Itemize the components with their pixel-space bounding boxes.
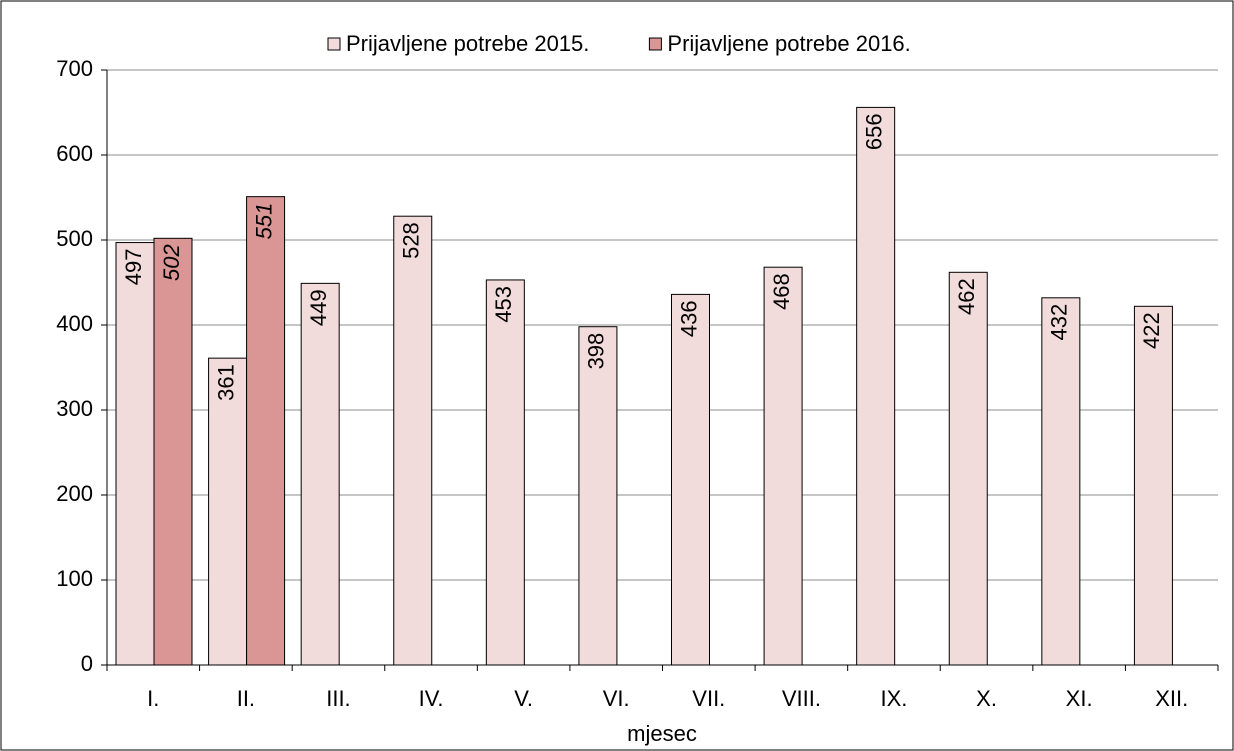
bar (948, 271, 988, 666)
legend-swatch (648, 37, 662, 51)
bar (485, 279, 525, 666)
bar (246, 196, 286, 666)
x-axis-title: mjesec (627, 721, 697, 746)
x-tick-label: IX. (881, 686, 908, 711)
y-tick-label: 700 (56, 56, 93, 81)
bar (578, 326, 618, 666)
bar (1133, 305, 1173, 666)
x-tick-label: XI. (1066, 686, 1093, 711)
x-tick-label: I. (147, 686, 159, 711)
x-tick-label: III. (326, 686, 350, 711)
x-tick-label: V. (514, 686, 533, 711)
legend-swatch (327, 37, 341, 51)
y-tick-label: 500 (56, 226, 93, 251)
y-tick-label: 0 (81, 651, 93, 676)
y-tick-label: 100 (56, 566, 93, 591)
bar (208, 357, 248, 666)
x-tick-label: VII. (692, 686, 725, 711)
x-tick-label: II. (237, 686, 255, 711)
bar (300, 282, 340, 666)
x-tick-label: VI. (603, 686, 630, 711)
data-label: 436 (676, 300, 701, 337)
legend-label: Prijavljene potrebe 2015. (346, 31, 589, 56)
x-tick-label: IV. (419, 686, 444, 711)
bar (153, 237, 193, 666)
bar (1041, 297, 1081, 666)
bar (393, 215, 433, 666)
bar (115, 242, 155, 666)
y-tick-label: 200 (56, 481, 93, 506)
data-label: 449 (306, 289, 331, 326)
data-label: 432 (1047, 304, 1072, 341)
bar (671, 293, 710, 666)
data-label: 656 (861, 113, 886, 150)
y-tick-label: 400 (56, 311, 93, 336)
bar (856, 106, 896, 666)
data-label: 422 (1139, 312, 1164, 349)
data-label: 462 (954, 278, 979, 315)
y-tick-label: 300 (56, 396, 93, 421)
data-label: 502 (159, 244, 184, 281)
data-label: 528 (399, 222, 424, 259)
x-tick-label: X. (976, 686, 997, 711)
y-tick-label: 600 (56, 141, 93, 166)
x-tick-label: XII. (1155, 686, 1188, 711)
data-label: 551 (251, 203, 276, 240)
data-label: 468 (769, 273, 794, 310)
bar (763, 266, 803, 666)
data-label: 398 (584, 333, 609, 370)
data-label: 453 (491, 286, 516, 323)
legend-label: Prijavljene potrebe 2016. (667, 31, 910, 56)
data-label: 497 (121, 249, 146, 286)
x-tick-label: VIII. (782, 686, 821, 711)
data-label: 361 (213, 364, 238, 401)
